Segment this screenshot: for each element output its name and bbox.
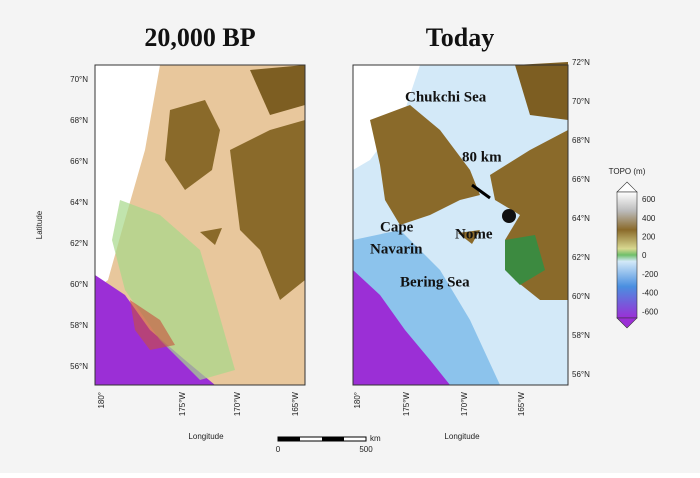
brooks-range — [515, 62, 568, 120]
lon-label: 175°W — [402, 392, 411, 417]
lon-label: 165°W — [291, 392, 300, 417]
colorbar-tick-label: 400 — [642, 214, 656, 223]
lat-label: 66°N — [572, 175, 590, 184]
lat-label: 66°N — [70, 157, 88, 166]
lat-label: 56°N — [572, 370, 590, 379]
lat-label: 60°N — [70, 280, 88, 289]
lon-label: 170°W — [460, 392, 469, 417]
lat-label: 56°N — [70, 362, 88, 371]
lat-label: 58°N — [70, 321, 88, 330]
colorbar — [616, 181, 638, 329]
scale-tick-label: 0 — [276, 445, 281, 454]
lon-label: 165°W — [517, 392, 526, 417]
lon-label: 180° — [97, 392, 106, 409]
lat-label: 70°N — [70, 75, 88, 84]
x-axis-label: Longitude — [444, 432, 480, 441]
right-title: Today — [426, 23, 494, 52]
colorbar-tick-label: 200 — [642, 233, 656, 242]
right-map — [352, 62, 569, 386]
left-title: 20,000 BP — [144, 23, 255, 52]
chukotka-land — [370, 105, 480, 225]
labels: 20,000 BP Today Latitude Longitude Longi… — [35, 23, 658, 454]
lowland — [112, 200, 235, 380]
colorbar-tick-label: 600 — [642, 195, 656, 204]
lat-label: 70°N — [572, 97, 590, 106]
deep-ocean — [353, 270, 450, 385]
shelf-edge — [130, 300, 175, 350]
map-annotation: Cape — [380, 219, 414, 235]
lat-label: 62°N — [70, 239, 88, 248]
lat-label: 62°N — [572, 253, 590, 262]
unmapped-area — [95, 65, 160, 290]
colorbar-bottom-arrow — [616, 317, 638, 329]
scale-bar — [277, 436, 367, 442]
colorbar-gradient — [616, 191, 638, 319]
lat-label: 72°N — [572, 58, 590, 67]
lat-label: 68°N — [70, 116, 88, 125]
scale-tick-label: 500 — [359, 445, 373, 454]
strait-width-bar — [471, 183, 491, 200]
colorbar-tick-label: -400 — [642, 289, 659, 298]
st-lawrence — [200, 228, 222, 245]
scale-bar-segment — [322, 437, 344, 441]
lon-label: 170°W — [233, 392, 242, 417]
brooks-range — [250, 65, 305, 115]
y-axis-label: Latitude — [35, 210, 44, 239]
colorbar-tick-label: -200 — [642, 270, 659, 279]
colorbar-tick-label: -600 — [642, 307, 659, 316]
alaska-land — [230, 120, 305, 300]
map-annotation: Chukchi Sea — [405, 89, 487, 105]
frame — [352, 64, 569, 386]
lon-label: 175°W — [178, 392, 187, 417]
lat-label: 60°N — [572, 292, 590, 301]
map-annotation: 80 km — [462, 149, 502, 165]
nome-marker — [502, 209, 516, 223]
map-annotation: Nome — [455, 226, 493, 242]
scale-unit: km — [370, 434, 381, 443]
lat-label: 58°N — [572, 331, 590, 340]
x-axis-label: Longitude — [188, 432, 224, 441]
delta-lowland — [505, 235, 545, 285]
lat-label: 64°N — [572, 214, 590, 223]
deep-ocean — [95, 275, 215, 385]
left-map — [94, 64, 306, 386]
st-lawrence — [458, 230, 480, 244]
colorbar-title: TOPO (m) — [609, 167, 646, 176]
lat-label: 68°N — [572, 136, 590, 145]
map-annotation: Bering Sea — [400, 274, 470, 290]
lon-label: 180° — [353, 392, 362, 409]
lat-label: 64°N — [70, 198, 88, 207]
chukotka-land — [165, 100, 220, 190]
scale-bar-segment — [278, 437, 300, 441]
map-annotation: Navarin — [370, 241, 423, 257]
colorbar-tick-label: 0 — [642, 251, 647, 260]
frame — [94, 64, 306, 386]
